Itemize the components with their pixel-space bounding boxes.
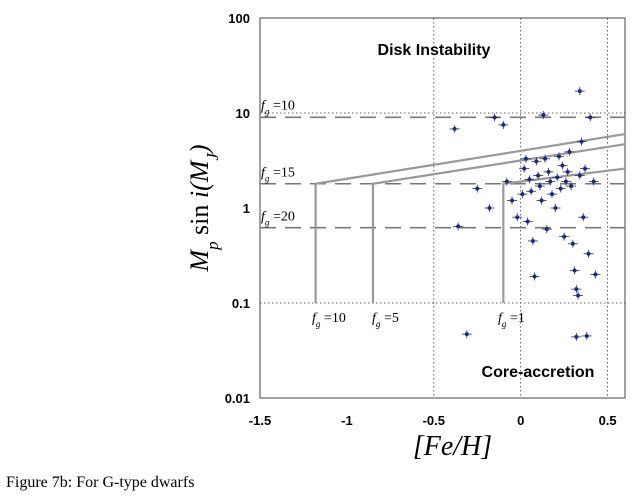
data-point [553, 206, 558, 210]
data-point [588, 115, 593, 120]
data-point [577, 173, 582, 178]
data-point [550, 192, 554, 197]
data-point [543, 156, 548, 161]
fg-level-label: fg =20 [261, 210, 295, 228]
y-tick-label: 10 [236, 106, 250, 121]
figure-caption: Figure 7b: For G-type dwarfs [6, 474, 195, 491]
data-point [510, 198, 515, 203]
data-point [563, 179, 568, 184]
x-tick-label: 0 [517, 413, 524, 428]
data-point [456, 224, 461, 229]
data-point [574, 287, 579, 292]
data-point [532, 274, 537, 279]
data-point [577, 89, 582, 94]
data-point [544, 227, 549, 232]
data-point [574, 334, 579, 339]
fg-curve [371, 143, 626, 303]
data-point [556, 154, 561, 159]
data-point [593, 272, 598, 277]
data-point [536, 173, 541, 178]
data-point [572, 268, 577, 273]
plot-area [259, 17, 626, 399]
data-point [525, 219, 530, 224]
data-point [527, 177, 532, 182]
fg-curve-label: fg =10 [312, 311, 346, 329]
data-point [541, 113, 546, 118]
data-point [523, 156, 528, 161]
data-point [558, 186, 563, 191]
x-tick-label: 0.5 [599, 413, 617, 428]
data-point [534, 159, 539, 164]
data-point [581, 215, 586, 220]
data-point [537, 184, 542, 189]
data-point [529, 189, 534, 194]
data-point [583, 166, 588, 171]
y-tick-label: 0.1 [232, 296, 250, 311]
data-point [560, 163, 565, 168]
x-axis-title: [Fe/H] [413, 431, 492, 462]
data-point [548, 179, 553, 184]
y-axis-title: Mp sin i(MJ) [185, 144, 222, 272]
fg-curve-label: fg =5 [372, 311, 399, 329]
data-points [449, 87, 601, 341]
x-tick-label: -1 [341, 413, 353, 428]
fg-level-label: fg =10 [261, 98, 295, 116]
data-point [520, 192, 525, 197]
data-point [515, 215, 520, 220]
x-tick-label: -0.5 [423, 413, 445, 428]
data-point [555, 175, 560, 180]
data-point [504, 179, 509, 184]
data-point [565, 169, 570, 174]
chart-figure: -1.5 -1 -0.5 0 0.5 0.01 0.1 1 10 100 Disk Instab… [185, 11, 626, 462]
y-tick-labels: 0.01 0.1 1 10 100 [225, 11, 250, 406]
region-label-core-accretion: Core-accretion [482, 364, 595, 381]
data-point [487, 206, 492, 210]
y-tick-label: 0.01 [225, 391, 250, 406]
x-tick-label: -1.5 [249, 413, 271, 428]
data-point [570, 241, 575, 246]
fg-curves [314, 132, 626, 303]
data-point [584, 333, 589, 338]
data-point [591, 179, 596, 184]
data-point [492, 115, 497, 120]
data-point [562, 234, 567, 239]
data-point [530, 238, 535, 243]
fg-curve-label: fg =1 [498, 311, 525, 329]
data-point [452, 126, 457, 131]
data-point [546, 169, 551, 174]
region-label-disk-instability: Disk Instability [378, 42, 491, 59]
data-point [567, 149, 572, 154]
data-point [475, 186, 480, 191]
fg-level-label: fg =15 [261, 166, 295, 184]
x-tick-labels: -1.5 -1 -0.5 0 0.5 [249, 413, 617, 428]
data-point [522, 166, 527, 171]
data-point [576, 293, 581, 298]
data-point [501, 122, 506, 127]
fg-curve [502, 167, 626, 303]
y-tick-label: 1 [243, 201, 250, 216]
data-point [579, 139, 584, 144]
data-point [539, 198, 544, 203]
data-point [464, 332, 469, 337]
data-point [586, 251, 591, 256]
y-tick-label: 100 [228, 11, 250, 26]
grid-lines [260, 18, 625, 398]
plot-frame [259, 17, 626, 399]
data-point [569, 184, 574, 189]
fg-curve [314, 132, 626, 303]
